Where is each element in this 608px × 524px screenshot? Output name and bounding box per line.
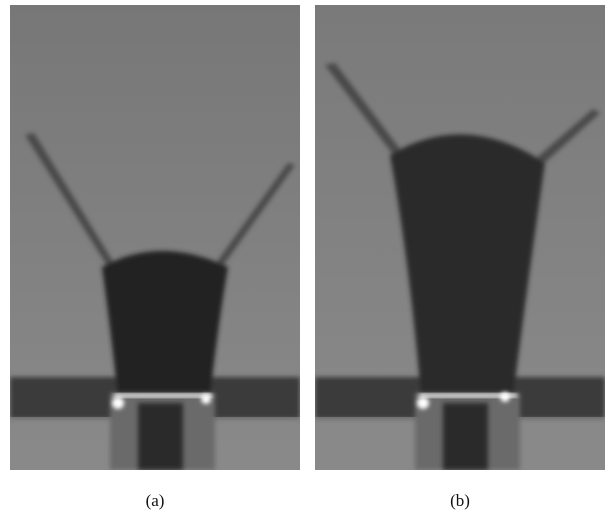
photo-a xyxy=(10,5,300,470)
figure: (a) (b) xyxy=(0,0,608,524)
photo-b xyxy=(315,5,605,470)
nozzle xyxy=(415,392,520,470)
nozzle xyxy=(110,393,215,470)
panel-label: (b) xyxy=(450,491,470,510)
panel-label: (a) xyxy=(146,491,165,510)
